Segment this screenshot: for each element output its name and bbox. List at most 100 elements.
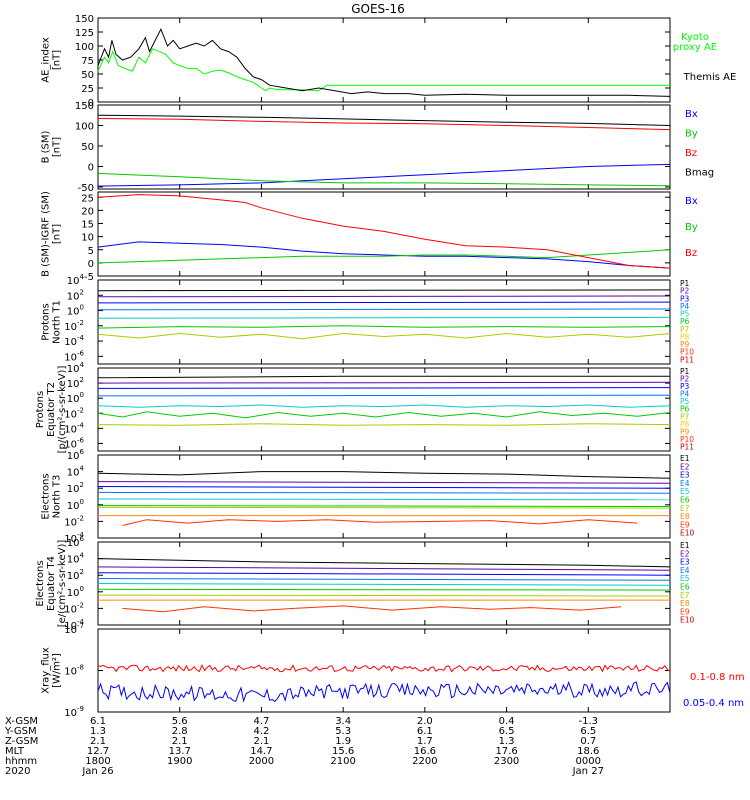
axis-row-value: 2.1	[253, 736, 269, 747]
axis-row-value: 2.1	[172, 736, 188, 747]
y-tick-label: 100	[67, 498, 84, 512]
y-tick-label: 104	[67, 552, 85, 566]
series-line-0-1-0-8-nm	[97, 663, 671, 673]
axis-row-value: 0.4	[499, 716, 515, 727]
y-axis-label: B (SM)-IGRF (SM)	[41, 191, 52, 277]
legend-label: 0.1-0.8 nm	[690, 672, 745, 683]
y-tick-exponent: -2	[77, 406, 84, 414]
legend-label: Bz	[685, 148, 697, 159]
legend-label: P9	[680, 427, 690, 436]
y-tick-exponent: 2	[80, 376, 84, 384]
axis-row-value: 4.2	[253, 726, 269, 737]
y-tick-label: 10-9	[64, 705, 84, 719]
axis-row-value: 0000	[576, 756, 601, 767]
axis-row-label: X-GSM	[5, 716, 38, 727]
axis-row-value: 1800	[85, 756, 110, 767]
axis-row-value: 4.7	[253, 716, 269, 727]
legend-label: P2	[680, 375, 690, 384]
series-line-p3	[97, 387, 671, 389]
y-tick-exponent: 0	[80, 304, 84, 312]
y-tick-exponent: -4	[77, 531, 85, 539]
series-line-bx	[97, 241, 671, 269]
legend-label: P5	[680, 310, 690, 319]
y-tick-label: 100	[75, 42, 94, 53]
y-tick-exponent: 4	[80, 361, 85, 369]
y-tick-exponent: 0	[80, 585, 84, 593]
legend-label: P1	[680, 367, 690, 376]
axis-row-value: 0.7	[580, 736, 596, 747]
y-tick-label: 125	[75, 28, 94, 39]
series-line-0-05-0-4-nm	[97, 681, 671, 703]
axis-row-value: 16.6	[414, 746, 436, 757]
panel-8: 10-9 10-8 10-7 Xray_flux [W/m²] 0.1-0.8 nm 0.0…	[41, 622, 745, 719]
axis-row-value: 1900	[167, 756, 192, 767]
legend-label: P1	[680, 279, 690, 288]
legend-label: E7	[680, 591, 690, 600]
legend-label: P3	[680, 294, 690, 303]
panel-frame	[97, 17, 671, 103]
legend-label: P6	[680, 405, 690, 414]
y-axis-label: [p/(cm²-s-sr-keV)]	[57, 366, 68, 454]
legend-label: E2	[680, 549, 690, 558]
y-tick-exponent: -4	[77, 421, 85, 429]
axis-row-value: 6.5	[580, 726, 596, 737]
legend-label: Kyoto	[681, 32, 709, 43]
y-tick-exponent: 4	[80, 465, 85, 473]
axis-row-value: 2100	[330, 756, 355, 767]
y-tick-exponent: -9	[77, 705, 84, 713]
y-axis-label: Electrons	[35, 560, 46, 606]
y-tick-exponent: -2	[77, 601, 84, 609]
y-axis-label: B (SM)	[41, 130, 52, 163]
legend-label: E7	[680, 504, 690, 513]
panel-frame	[97, 367, 671, 452]
legend-label: P6	[680, 317, 690, 326]
y-tick-label: 104	[67, 361, 85, 375]
y-tick-label: 0	[88, 259, 94, 270]
y-tick-label: 20	[81, 206, 94, 217]
y-tick-exponent: 6	[80, 535, 85, 543]
legend-label: P4	[680, 302, 690, 311]
y-axis-label: [e/(cm²-s-sr-keV)]	[57, 540, 68, 628]
axis-row-value: 2300	[494, 756, 519, 767]
y-axis-label: [W/m²]	[52, 653, 63, 688]
y-tick-label: 102	[67, 376, 84, 390]
legend-label: E2	[680, 462, 690, 471]
series-line-e4	[97, 578, 671, 581]
legend-label: 0.05-0.4 nm	[683, 698, 744, 709]
series-line-bz	[97, 118, 671, 131]
series-line-e1	[97, 558, 671, 568]
axis-row-value: 1.3	[499, 736, 515, 747]
y-tick-exponent: 4	[80, 273, 85, 281]
y-tick-label: 0	[88, 98, 94, 109]
legend-label: Bx	[685, 196, 698, 207]
legend-label: E5	[680, 574, 690, 583]
series-line-e2	[97, 566, 671, 571]
legend-label: P8	[680, 332, 690, 341]
series-line-e6	[97, 505, 671, 507]
axis-row-value: 6.5	[499, 726, 515, 737]
legend-label: P8	[680, 420, 690, 429]
series-line-p1	[97, 375, 670, 379]
y-tick-label: 104	[67, 465, 85, 479]
y-tick-label: 100	[75, 121, 94, 132]
legend-label: E8	[680, 599, 690, 608]
legend-label: P10	[680, 435, 694, 444]
y-axis-label: AE_index	[41, 37, 52, 83]
y-tick-exponent: -2	[77, 319, 84, 327]
y-axis-label: [nT]	[52, 50, 63, 70]
legend-label: E1	[680, 541, 690, 550]
series-line-p7	[97, 423, 671, 426]
legend-label: Themis AE	[683, 72, 737, 83]
panel-frame	[97, 104, 671, 190]
y-tick-label: 102	[67, 568, 84, 582]
y-axis-label: Electrons	[41, 473, 52, 519]
axis-row-value: Jan 26	[81, 766, 113, 777]
panel-frame	[97, 191, 671, 277]
panel-2: -50 0 50 100 150 B (SM) [nT] Bx By Bz Bmag	[41, 101, 715, 194]
axis-row-value: 6.1	[417, 726, 433, 737]
